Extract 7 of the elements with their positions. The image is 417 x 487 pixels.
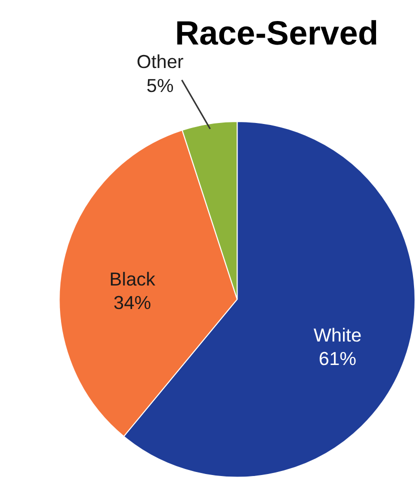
slice-label: Black [109,268,156,290]
slice-label: Other [136,51,184,72]
data-label: 5% [146,74,174,96]
data-label: 61% [318,348,357,370]
slice-label: White [314,324,362,346]
chart-title: Race-Served [174,15,378,52]
data-label: 34% [114,292,152,313]
